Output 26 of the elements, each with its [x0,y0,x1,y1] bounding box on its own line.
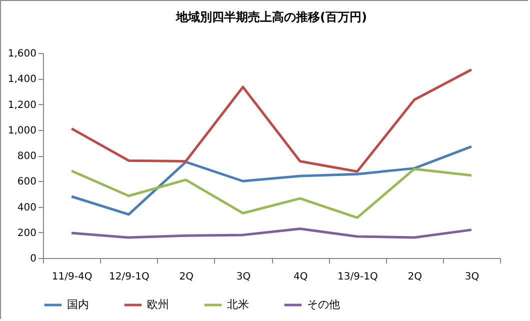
legend-label: その他 [307,298,340,311]
legend-label: 国内 [67,298,89,311]
line-series [70,145,473,216]
y-tick-label: 1,000 [8,125,36,136]
x-tick-label: 3Q [236,272,251,282]
y-tick-label: 0 [30,254,36,264]
legend-label: 欧州 [147,298,169,311]
line-series [70,228,473,239]
y-tick-label: 200 [17,228,36,239]
y-tick-label: 400 [17,202,36,214]
y-tick-label: 1,400 [8,74,36,86]
line-series [70,68,473,173]
chart-title: 地域別四半期売上高の推移(百万円) [175,10,367,24]
x-tick-label: 13/9-1Q [338,272,378,282]
x-tick-label: 4Q [293,272,308,282]
x-tick-label: 11/9-4Q [52,272,92,282]
legend-label: 北米 [227,298,249,311]
y-tick-label: 1,200 [8,100,36,111]
x-tick-label: 12/9-1Q [109,272,150,282]
x-tick-label: 2Q [179,272,194,282]
y-tick-label: 1,600 [8,48,36,60]
x-tick-label: 3Q [464,272,480,282]
y-tick-label: 600 [17,176,36,188]
line-series [70,168,473,219]
y-tick-label: 800 [17,151,36,162]
x-tick-label: 2Q [408,272,422,282]
